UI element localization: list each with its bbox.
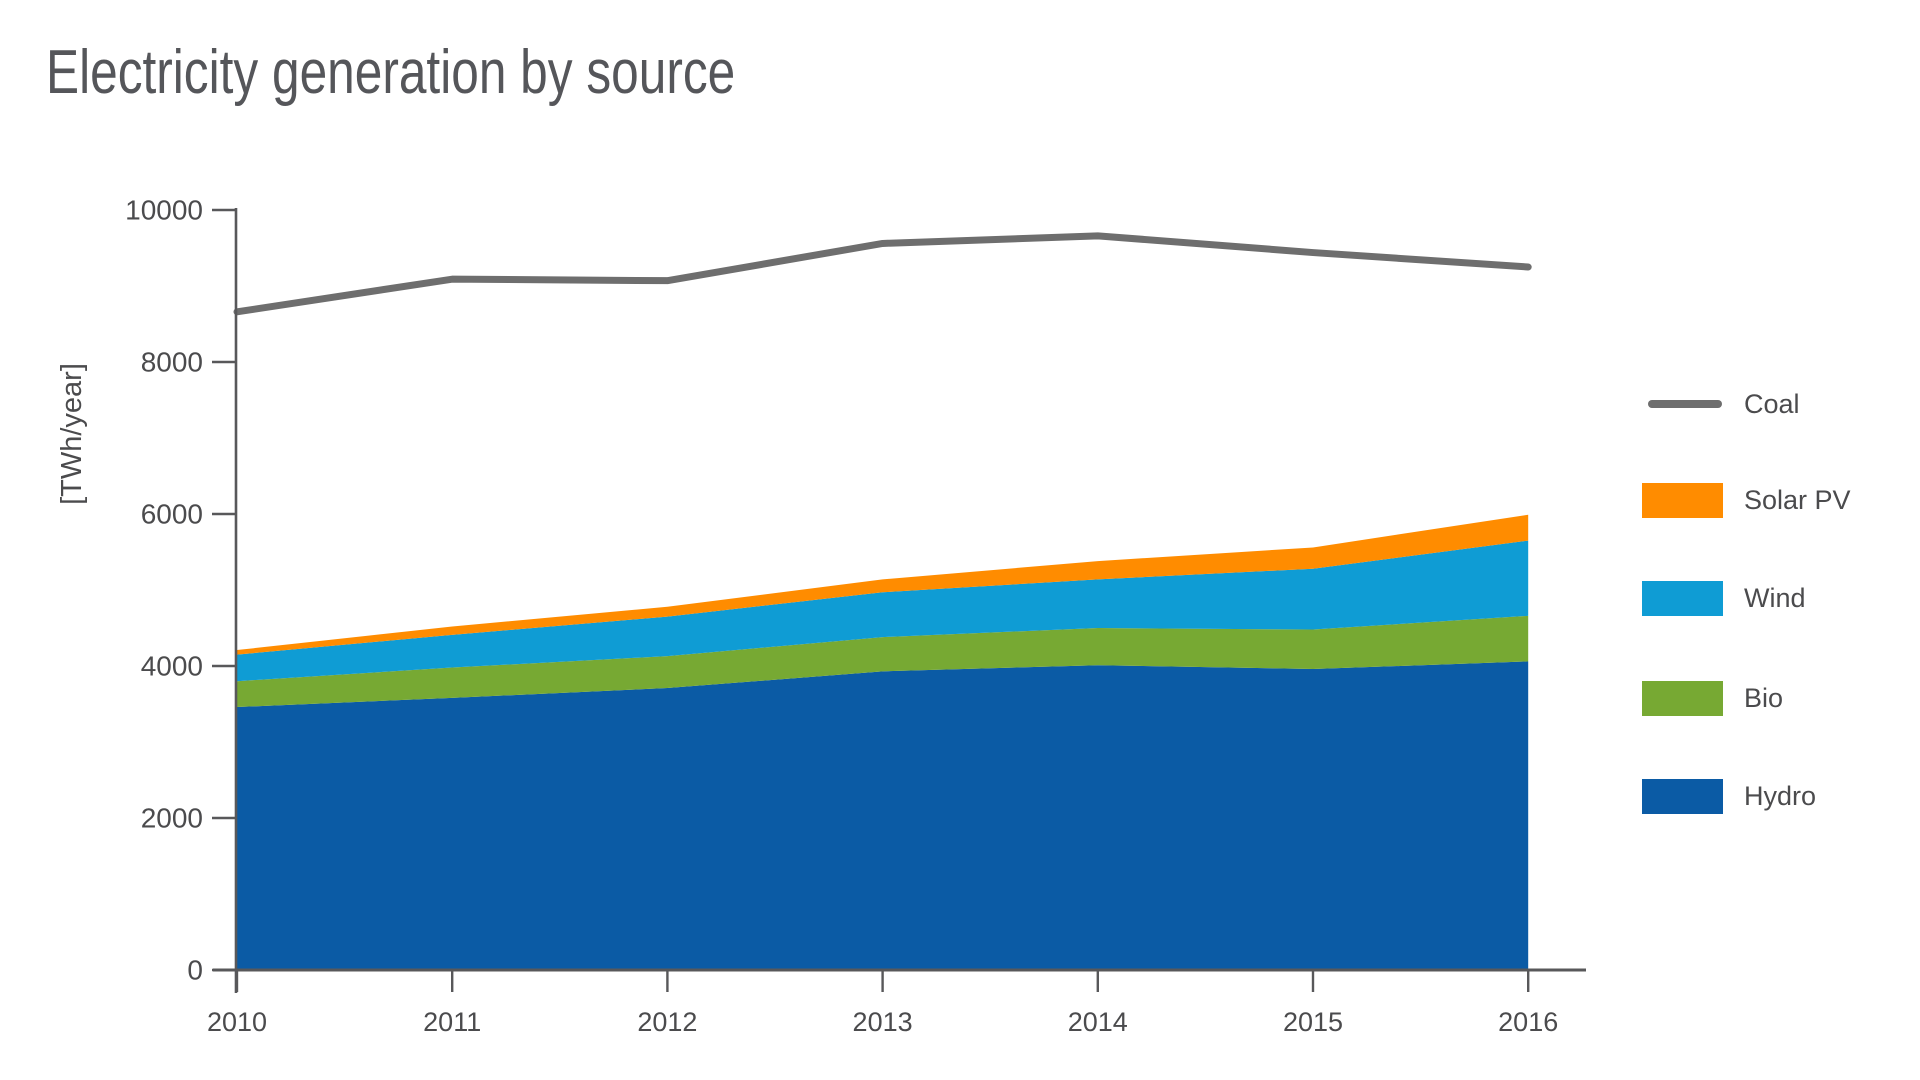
x-tick-label: 2011 <box>423 1007 481 1037</box>
area-solar-pv <box>237 514 1529 655</box>
x-tick-label: 2013 <box>853 1007 913 1037</box>
y-tick-label: 10000 <box>125 195 203 226</box>
area-bio <box>237 615 1529 708</box>
y-tick-label: 0 <box>187 955 203 986</box>
y-tick-label: 6000 <box>141 499 203 530</box>
y-tick-label: 8000 <box>141 347 203 378</box>
y-tick-label: 2000 <box>141 803 203 834</box>
coal-line <box>233 232 1532 316</box>
x-tick-label: 2012 <box>637 1007 697 1037</box>
x-tick-label: 2015 <box>1283 1007 1343 1037</box>
y-tick-label: 4000 <box>141 651 203 682</box>
x-tick-label: 2014 <box>1068 1007 1128 1037</box>
chart-title: Electricity generation by source <box>46 38 736 107</box>
area-wind <box>237 540 1529 682</box>
y-axis-title: [TWh/year] <box>56 363 88 505</box>
x-tick-label: 2016 <box>1498 1007 1558 1037</box>
area-hydro <box>237 661 1529 970</box>
x-tick-label: 2010 <box>207 1007 267 1037</box>
